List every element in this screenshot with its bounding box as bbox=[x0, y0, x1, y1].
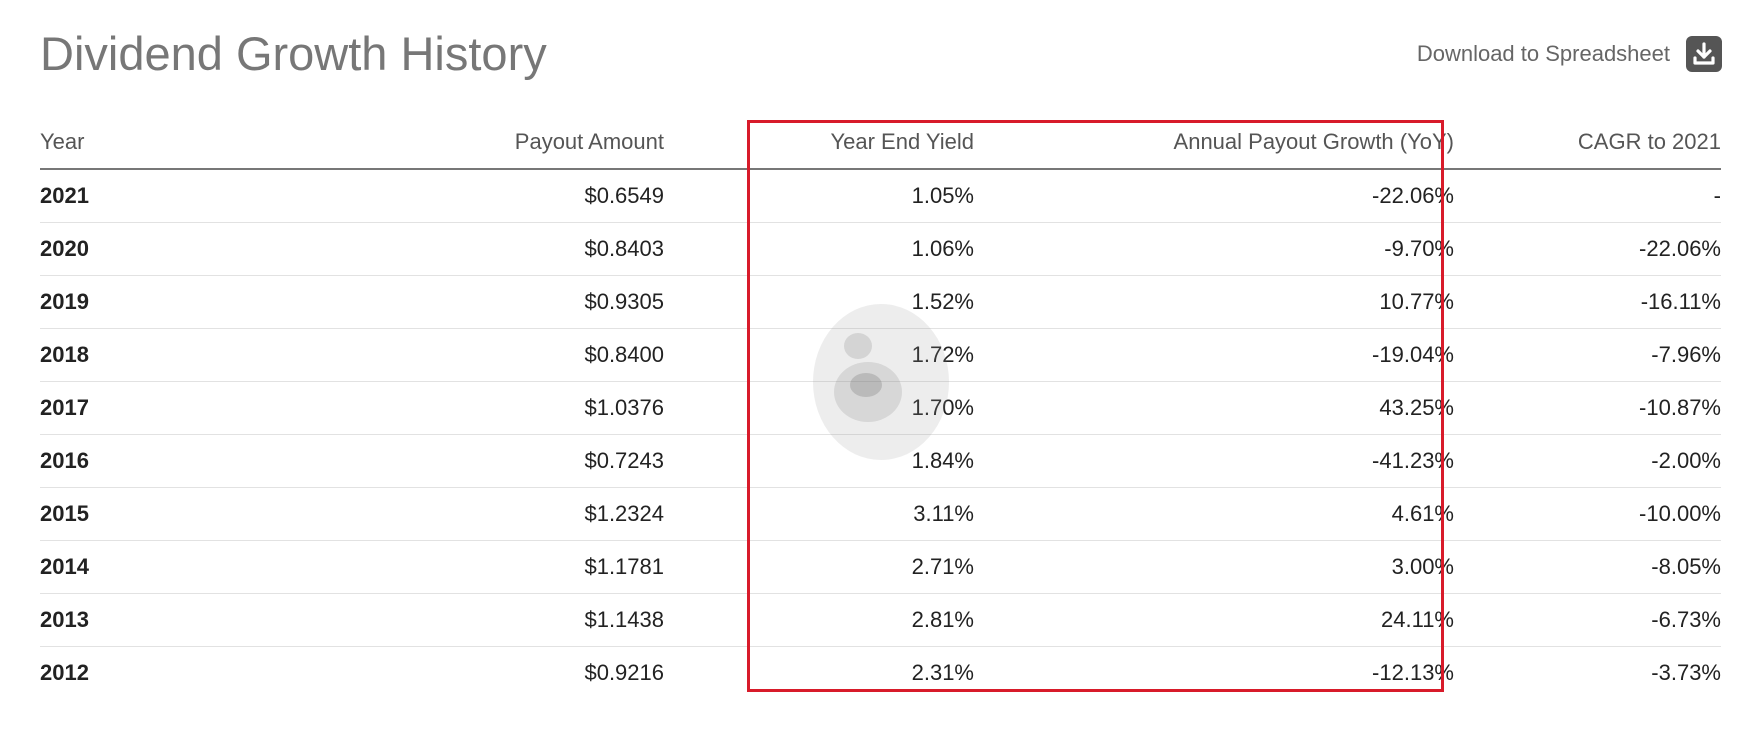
cagr-cell: -2.00% bbox=[1454, 435, 1721, 488]
dividend-history-table: Year Payout Amount Year End Yield Annual… bbox=[40, 116, 1721, 699]
year-end-yield-cell: 2.31% bbox=[664, 647, 974, 700]
year-cell: 2013 bbox=[40, 594, 195, 647]
year-end-yield-cell: 1.52% bbox=[664, 276, 974, 329]
year-end-yield-cell: 1.72% bbox=[664, 329, 974, 382]
year-cell: 2014 bbox=[40, 541, 195, 594]
annual-payout-growth-cell: 3.00% bbox=[974, 541, 1454, 594]
year-end-yield-cell: 1.06% bbox=[664, 223, 974, 276]
download-spreadsheet-link[interactable]: Download to Spreadsheet bbox=[1417, 36, 1722, 72]
payout-amount-cell: $0.9305 bbox=[195, 276, 664, 329]
table-row: 2016 $0.7243 1.84% -41.23% -2.00% bbox=[40, 435, 1721, 488]
cagr-cell: -8.05% bbox=[1454, 541, 1721, 594]
table-row: 2017 $1.0376 1.70% 43.25% -10.87% bbox=[40, 382, 1721, 435]
annual-payout-growth-cell: -12.13% bbox=[974, 647, 1454, 700]
year-cell: 2021 bbox=[40, 169, 195, 223]
year-end-yield-cell: 2.81% bbox=[664, 594, 974, 647]
cagr-cell: -10.00% bbox=[1454, 488, 1721, 541]
annual-payout-growth-cell: 10.77% bbox=[974, 276, 1454, 329]
payout-amount-cell: $1.1438 bbox=[195, 594, 664, 647]
cagr-cell: -3.73% bbox=[1454, 647, 1721, 700]
year-cell: 2016 bbox=[40, 435, 195, 488]
table-row: 2015 $1.2324 3.11% 4.61% -10.00% bbox=[40, 488, 1721, 541]
table-row: 2021 $0.6549 1.05% -22.06% - bbox=[40, 169, 1721, 223]
table-header-row: Year Payout Amount Year End Yield Annual… bbox=[40, 116, 1721, 169]
table-row: 2020 $0.8403 1.06% -9.70% -22.06% bbox=[40, 223, 1721, 276]
cagr-cell: -16.11% bbox=[1454, 276, 1721, 329]
year-cell: 2012 bbox=[40, 647, 195, 700]
annual-payout-growth-cell: -19.04% bbox=[974, 329, 1454, 382]
table-row: 2014 $1.1781 2.71% 3.00% -8.05% bbox=[40, 541, 1721, 594]
column-header-year-end-yield[interactable]: Year End Yield bbox=[664, 116, 974, 169]
cagr-cell: -7.96% bbox=[1454, 329, 1721, 382]
payout-amount-cell: $0.8403 bbox=[195, 223, 664, 276]
table-row: 2013 $1.1438 2.81% 24.11% -6.73% bbox=[40, 594, 1721, 647]
annual-payout-growth-cell: 4.61% bbox=[974, 488, 1454, 541]
download-icon[interactable] bbox=[1686, 36, 1722, 72]
page-title: Dividend Growth History bbox=[40, 28, 547, 80]
payout-amount-cell: $1.1781 bbox=[195, 541, 664, 594]
year-end-yield-cell: 2.71% bbox=[664, 541, 974, 594]
column-header-year[interactable]: Year bbox=[40, 116, 195, 169]
year-cell: 2015 bbox=[40, 488, 195, 541]
table-row: 2018 $0.8400 1.72% -19.04% -7.96% bbox=[40, 329, 1721, 382]
annual-payout-growth-cell: 24.11% bbox=[974, 594, 1454, 647]
annual-payout-growth-cell: 43.25% bbox=[974, 382, 1454, 435]
table-row: 2012 $0.9216 2.31% -12.13% -3.73% bbox=[40, 647, 1721, 700]
annual-payout-growth-cell: -22.06% bbox=[974, 169, 1454, 223]
year-cell: 2019 bbox=[40, 276, 195, 329]
column-header-cagr[interactable]: CAGR to 2021 bbox=[1454, 116, 1721, 169]
cagr-cell: -22.06% bbox=[1454, 223, 1721, 276]
payout-amount-cell: $0.6549 bbox=[195, 169, 664, 223]
year-end-yield-cell: 1.05% bbox=[664, 169, 974, 223]
payout-amount-cell: $0.9216 bbox=[195, 647, 664, 700]
cagr-cell: - bbox=[1454, 169, 1721, 223]
payout-amount-cell: $0.8400 bbox=[195, 329, 664, 382]
column-header-annual-payout-growth[interactable]: Annual Payout Growth (YoY) bbox=[974, 116, 1454, 169]
year-cell: 2020 bbox=[40, 223, 195, 276]
year-cell: 2018 bbox=[40, 329, 195, 382]
year-cell: 2017 bbox=[40, 382, 195, 435]
cagr-cell: -10.87% bbox=[1454, 382, 1721, 435]
year-end-yield-cell: 1.84% bbox=[664, 435, 974, 488]
cagr-cell: -6.73% bbox=[1454, 594, 1721, 647]
annual-payout-growth-cell: -41.23% bbox=[974, 435, 1454, 488]
payout-amount-cell: $1.2324 bbox=[195, 488, 664, 541]
payout-amount-cell: $0.7243 bbox=[195, 435, 664, 488]
annual-payout-growth-cell: -9.70% bbox=[974, 223, 1454, 276]
column-header-payout-amount[interactable]: Payout Amount bbox=[195, 116, 664, 169]
year-end-yield-cell: 1.70% bbox=[664, 382, 974, 435]
download-label: Download to Spreadsheet bbox=[1417, 36, 1670, 72]
table-row: 2019 $0.9305 1.52% 10.77% -16.11% bbox=[40, 276, 1721, 329]
payout-amount-cell: $1.0376 bbox=[195, 382, 664, 435]
year-end-yield-cell: 3.11% bbox=[664, 488, 974, 541]
